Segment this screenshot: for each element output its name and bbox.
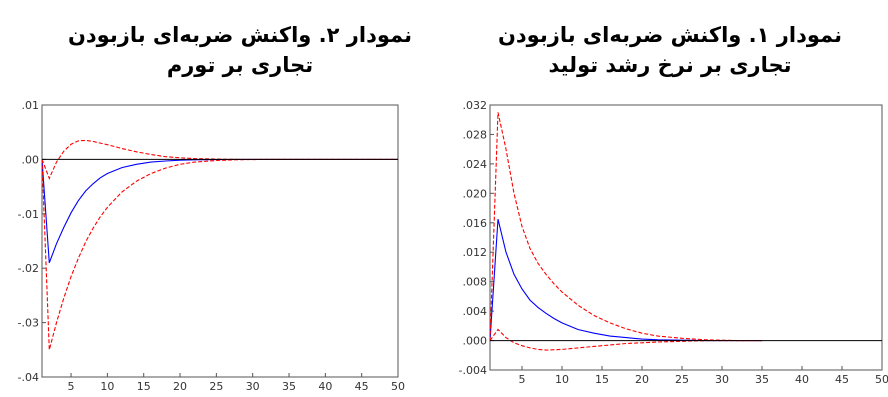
chart-1-series-response bbox=[489, 218, 762, 342]
chart-1-x-tick-label: 10 bbox=[555, 373, 569, 386]
chart-1-title: نمودار ۱. واکنش ضربه‌ای بازبودن تجاری بر… bbox=[460, 20, 880, 80]
chart-2-series-band-lower bbox=[41, 158, 398, 350]
chart-2-y-tick-label: .00 bbox=[22, 153, 40, 166]
chart-1-y-tick-label: .016 bbox=[463, 217, 488, 230]
chart-1-y-tick-label: .032 bbox=[463, 99, 488, 112]
chart-2-x-tick-label: 15 bbox=[137, 380, 151, 393]
chart-2-x-tick-label: 10 bbox=[100, 380, 114, 393]
chart-2-title-line-1: نمودار ۲. واکنش ضربه‌ای بازبودن bbox=[67, 23, 412, 47]
chart-2-y-tick-label: -.02 bbox=[18, 262, 39, 275]
chart-2-series-band-upper bbox=[41, 139, 398, 180]
chart-2-x-tick-label: 40 bbox=[318, 380, 332, 393]
chart-1-y-tick-label: .000 bbox=[463, 335, 488, 348]
chart-1-plot-frame bbox=[489, 104, 883, 371]
chart-2-y-tick-label: .01 bbox=[22, 99, 40, 112]
chart-2-x-tick-label: 30 bbox=[246, 380, 260, 393]
chart-2-x-tick-label: 35 bbox=[282, 380, 296, 393]
chart-1-y-tick-label: .012 bbox=[463, 246, 488, 259]
chart-1-x-tick-label: 45 bbox=[835, 373, 849, 386]
chart-2-x-tick-label: 50 bbox=[391, 380, 405, 393]
chart-1-series-band-lower bbox=[489, 328, 762, 351]
chart-2-y-tick-label: -.04 bbox=[18, 371, 39, 384]
chart-1-y-tick-label: .020 bbox=[463, 187, 488, 200]
chart-1-y-tick-label: .024 bbox=[463, 158, 488, 171]
chart-2-x-tick-label: 25 bbox=[209, 380, 223, 393]
chart-1-y-tick-label: .008 bbox=[463, 276, 488, 289]
chart-2-y-tick-label: -.03 bbox=[18, 317, 39, 330]
chart-2-x-tick-label: 45 bbox=[355, 380, 369, 393]
chart-2-title-line-2: تجاری بر تورم bbox=[166, 53, 314, 77]
chart-1-x-tick-label: 5 bbox=[519, 373, 526, 386]
chart-1-x-tick-label: 35 bbox=[755, 373, 769, 386]
chart-2-plot-frame bbox=[41, 104, 399, 378]
chart-1-y-tick-label: -.004 bbox=[459, 364, 487, 377]
chart-1-x-tick-label: 25 bbox=[675, 373, 689, 386]
chart-1-x-tick-label: 15 bbox=[595, 373, 609, 386]
chart-2-x-tick-label: 5 bbox=[68, 380, 75, 393]
chart-1-title-line-2: تجاری بر نرخ رشد تولید bbox=[548, 53, 792, 77]
chart-1-y-tick-label: .028 bbox=[463, 128, 488, 141]
chart-1-series-band-upper bbox=[489, 112, 762, 342]
chart-1-y-tick-label: .004 bbox=[463, 305, 488, 318]
chart-2-x-tick-label: 20 bbox=[173, 380, 187, 393]
chart-2-title: نمودار ۲. واکنش ضربه‌ای بازبودن تجاری بر… bbox=[40, 20, 440, 80]
chart-1-x-tick-label: 40 bbox=[795, 373, 809, 386]
chart-2-series-response bbox=[41, 158, 398, 263]
chart-2-y-tick-label: -.01 bbox=[18, 208, 39, 221]
chart-1-title-line-1: نمودار ۱. واکنش ضربه‌ای بازبودن bbox=[497, 23, 842, 47]
chart-1-x-tick-label: 30 bbox=[715, 373, 729, 386]
chart-1-x-tick-label: 50 bbox=[875, 373, 888, 386]
chart-1-x-tick-label: 20 bbox=[635, 373, 649, 386]
